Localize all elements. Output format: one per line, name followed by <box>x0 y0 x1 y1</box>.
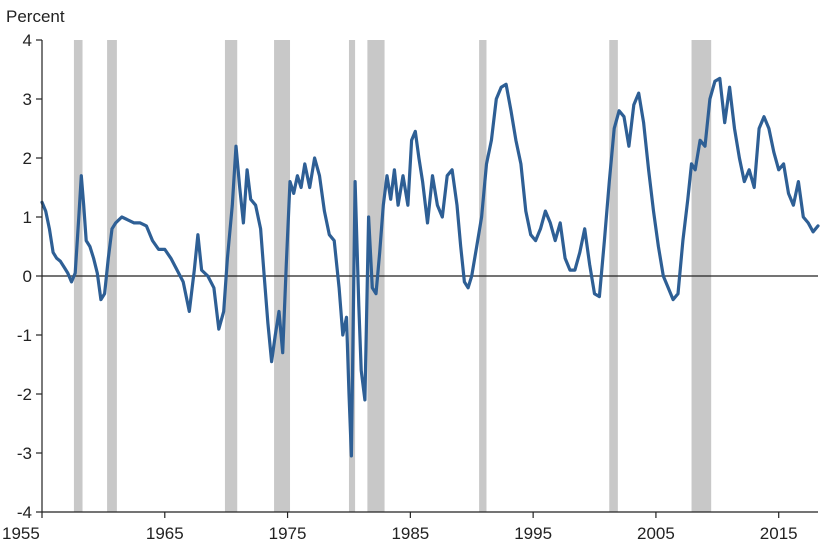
y-unit-label: Percent <box>6 7 65 26</box>
y-tick-label: -4 <box>17 503 32 522</box>
y-tick-label: -2 <box>17 385 32 404</box>
x-tick-label: 2005 <box>637 524 675 543</box>
y-tick-label: 4 <box>23 31 32 50</box>
series-line <box>40 76 820 458</box>
y-tick-label: 0 <box>23 267 32 286</box>
y-tick-label: 1 <box>23 208 32 227</box>
y-tick-label: -1 <box>17 326 32 345</box>
x-tick-label: 1975 <box>269 524 307 543</box>
y-tick-label: 3 <box>23 90 32 109</box>
x-tick-label: 2015 <box>760 524 798 543</box>
y-tick-label: -3 <box>17 444 32 463</box>
y-tick-label: 2 <box>23 149 32 168</box>
x-tick-label: 1965 <box>146 524 184 543</box>
x-axis-ticks: 1955 1965 1975 1985 1995 2005 2015 <box>2 512 798 543</box>
x-tick-label: 1995 <box>514 524 552 543</box>
x-tick-label: 1985 <box>391 524 429 543</box>
x-tick-label: 1955 <box>2 524 40 543</box>
y-axis-ticks: 4 3 2 1 0 -1 -2 -3 -4 <box>17 31 42 522</box>
